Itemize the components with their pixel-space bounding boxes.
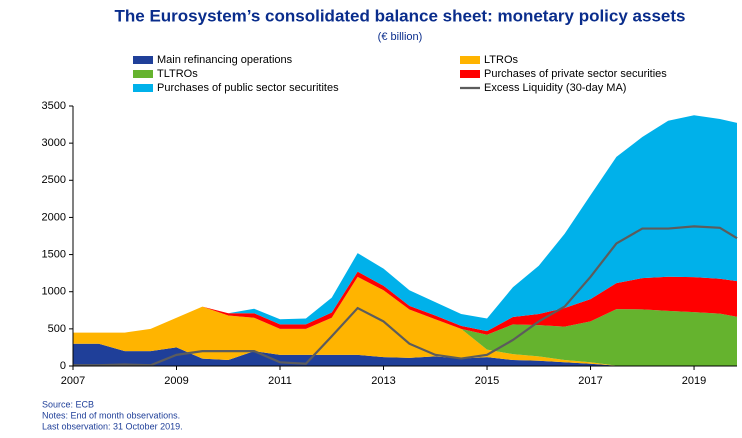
legend-swatch [133, 70, 153, 78]
legend-swatch [460, 70, 480, 78]
x-tick-label: 2013 [371, 375, 395, 387]
legend-label: Purchases of public sector securitites [157, 82, 339, 94]
legend-swatch [460, 56, 480, 64]
x-tick-label: 2009 [164, 375, 188, 387]
y-tick-label: 3500 [42, 100, 66, 112]
y-tick-label: 0 [60, 360, 66, 372]
footnote: Source: ECB [42, 399, 94, 409]
legend-label: Main refinancing operations [157, 54, 293, 66]
footnote: Notes: End of month observations. [42, 410, 180, 420]
chart-subtitle: (€ billion) [378, 31, 423, 43]
y-tick-label: 1500 [42, 248, 66, 260]
x-tick-label: 2011 [268, 375, 292, 387]
area [73, 276, 737, 366]
legend-label: LTROs [484, 54, 519, 66]
area [73, 276, 737, 366]
legend-label: Purchases of private sector securities [484, 68, 667, 80]
legend-swatch [133, 84, 153, 92]
x-tick-label: 2015 [475, 375, 499, 387]
legend-swatch [133, 56, 153, 64]
area [73, 115, 737, 333]
y-tick-label: 1000 [42, 286, 66, 298]
line [73, 225, 738, 367]
area [73, 271, 737, 335]
footnote: Last observation: 31 October 2019. [42, 421, 183, 431]
y-tick-label: 500 [48, 323, 66, 335]
legend-label: Excess Liquidity (30-day MA) [484, 82, 626, 94]
y-tick-label: 2500 [42, 174, 66, 186]
legend-label: TLTROs [157, 68, 198, 80]
chart-title: The Eurosystem’s consolidated balance sh… [115, 6, 686, 25]
y-tick-label: 2000 [42, 211, 66, 223]
area [73, 343, 737, 366]
y-tick-label: 3000 [42, 137, 66, 149]
x-tick-label: 2017 [578, 375, 602, 387]
x-tick-label: 2007 [61, 375, 85, 387]
x-tick-label: 2019 [682, 375, 706, 387]
